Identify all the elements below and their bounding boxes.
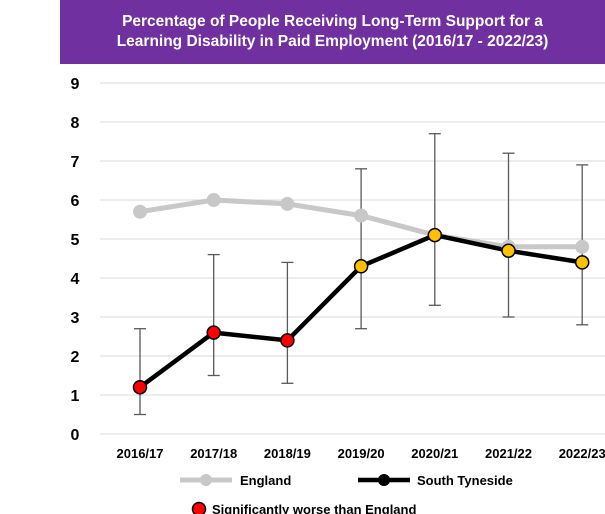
south-tyneside-point [132, 379, 148, 395]
x-axis-ticks: 2016/17 2017/18 2018/19 2019/20 2020/21 2021/… [117, 446, 605, 461]
legend-south-tyneside-marker [378, 474, 390, 486]
y-tick-label: 4 [71, 271, 80, 288]
y-tick-label: 9 [71, 76, 80, 93]
chart-title: Percentage of People Receiving Long-Term… [60, 0, 605, 64]
south-tyneside-point [206, 325, 221, 340]
legend-england-marker [200, 474, 212, 486]
y-tick-label: 7 [71, 154, 80, 171]
x-tick-label: 2021/22 [485, 446, 532, 461]
legend: England South Tyneside Significantly worse… [180, 473, 513, 514]
england-point [206, 193, 221, 207]
england-point [280, 196, 295, 211]
legend-england-label: England [240, 473, 291, 488]
x-tick-label: 2019/20 [338, 446, 385, 461]
series-points [132, 193, 590, 395]
legend-significance-label: Significantly worse than England [212, 502, 416, 514]
south-tyneside-point [427, 227, 443, 243]
y-tick-label: 0 [71, 427, 80, 444]
south-tyneside-point [501, 243, 516, 258]
x-tick-label: 2020/21 [411, 446, 458, 461]
x-tick-label: 2022/23 [559, 446, 605, 461]
england-point [133, 204, 147, 219]
x-tick-label: 2018/19 [264, 446, 311, 461]
y-tick-label: 8 [71, 115, 80, 132]
confidence-intervals [134, 133, 589, 416]
chart-title-line-1: Percentage of People Receiving Long-Term… [122, 13, 543, 30]
y-tick-label: 6 [71, 193, 80, 210]
y-tick-label: 5 [71, 232, 80, 249]
south-tyneside-point [574, 255, 590, 270]
england-point [575, 239, 590, 254]
gridlines [100, 82, 605, 435]
chart-title-line-2: Learning Disability in Paid Employment (… [116, 33, 549, 50]
y-tick-label: 3 [71, 310, 80, 327]
y-tick-label: 1 [71, 388, 80, 405]
south-tyneside-point [280, 333, 295, 348]
x-tick-label: 2016/17 [117, 446, 164, 461]
y-tick-label: 2 [71, 349, 80, 366]
legend-significance-marker [191, 501, 207, 514]
legend-south-tyneside-label: South Tyneside [417, 473, 513, 488]
y-axis-ticks: 0 1 2 3 4 5 6 7 8 9 [71, 76, 80, 444]
south-tyneside-point [353, 259, 369, 274]
x-tick-label: 2017/18 [190, 446, 237, 461]
england-point [354, 208, 369, 223]
